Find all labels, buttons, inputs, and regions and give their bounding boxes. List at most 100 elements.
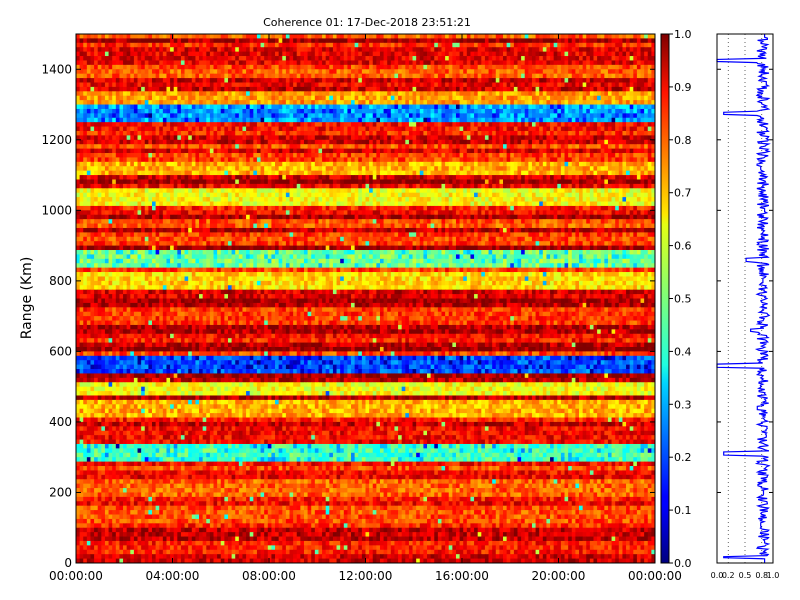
heatmap-cell	[647, 130, 652, 136]
heatmap-cell	[119, 166, 124, 172]
heatmap-cell	[579, 108, 584, 114]
heatmap-cell	[285, 157, 290, 163]
heatmap-cell	[416, 56, 421, 61]
heatmap-cell	[474, 47, 479, 53]
heatmap-cell	[437, 113, 442, 119]
heatmap-cell	[340, 73, 345, 79]
heatmap-cell	[571, 73, 576, 79]
heatmap-cell	[586, 100, 591, 105]
heatmap-cell	[238, 34, 243, 39]
heatmap-cell	[568, 130, 573, 136]
heatmap-cell	[162, 130, 167, 136]
heatmap-cell	[372, 73, 377, 79]
heatmap-cell	[618, 144, 623, 150]
heatmap-cell	[289, 78, 294, 83]
heatmap-cell	[611, 42, 616, 48]
heatmap-cell	[76, 153, 81, 158]
heatmap-cell	[256, 148, 261, 154]
heatmap-cell	[499, 42, 504, 48]
heatmap-cell	[372, 64, 377, 70]
heatmap-cell	[220, 69, 225, 75]
heatmap-cell	[550, 86, 555, 92]
heatmap-cell	[206, 78, 211, 83]
heatmap-cell	[575, 122, 580, 127]
heatmap-cell	[416, 126, 421, 132]
heatmap-cell	[76, 86, 81, 92]
heatmap-cell	[372, 117, 377, 123]
heatmap-cell	[387, 166, 392, 172]
heatmap-cell	[217, 104, 222, 110]
heatmap-cell	[506, 122, 511, 127]
heatmap-cell	[510, 38, 515, 44]
heatmap-cell	[343, 153, 348, 158]
heatmap-cell	[199, 157, 204, 163]
heatmap-cell	[141, 166, 146, 172]
heatmap-cell	[524, 135, 529, 141]
heatmap-cell	[640, 144, 645, 150]
heatmap-cell	[249, 126, 254, 132]
heatmap-cell	[582, 144, 587, 150]
heatmap-cell	[246, 166, 251, 172]
heatmap-cell	[448, 113, 453, 119]
heatmap-cell	[651, 56, 656, 61]
heatmap-cell	[253, 113, 258, 119]
heatmap-cell	[296, 78, 301, 83]
heatmap-cell	[441, 95, 446, 101]
heatmap-cell	[115, 86, 120, 92]
heatmap-cell	[141, 108, 146, 114]
heatmap-cell	[477, 47, 482, 53]
heatmap-cell	[383, 73, 388, 79]
heatmap-cell	[123, 157, 128, 163]
heatmap-cell	[474, 69, 479, 75]
heatmap-cell	[560, 157, 565, 163]
heatmap-cell	[597, 69, 602, 75]
heatmap-cell	[437, 91, 442, 97]
heatmap-cell	[636, 47, 641, 53]
heatmap-cell	[372, 161, 377, 167]
heatmap-cell	[249, 166, 254, 172]
heatmap-cell	[553, 86, 558, 92]
heatmap-cell	[492, 78, 497, 83]
heatmap-cell	[615, 144, 620, 150]
heatmap-cell	[546, 104, 551, 110]
heatmap-cell	[119, 51, 124, 57]
heatmap-cell	[452, 130, 457, 136]
heatmap-cell	[123, 108, 128, 114]
heatmap-cell	[358, 60, 363, 66]
heatmap-cell	[101, 47, 106, 53]
heatmap-cell	[376, 78, 381, 83]
heatmap-cell	[278, 113, 283, 119]
heatmap-cell	[289, 157, 294, 163]
heatmap-cell	[166, 161, 171, 167]
heatmap-cell	[477, 82, 482, 88]
heatmap-cell	[365, 86, 370, 92]
heatmap-cell	[235, 135, 240, 141]
heatmap-cell	[220, 139, 225, 145]
heatmap-cell	[191, 166, 196, 172]
heatmap-cell	[539, 38, 544, 44]
heatmap-cell	[513, 82, 518, 88]
heatmap-cell	[531, 47, 536, 53]
heatmap-cell	[484, 69, 489, 75]
heatmap-cell	[394, 100, 399, 105]
heatmap-cell	[278, 34, 283, 39]
heatmap-cell	[151, 126, 157, 132]
heatmap-cell	[358, 139, 363, 145]
heatmap-cell	[589, 95, 594, 101]
heatmap-cell	[560, 73, 565, 79]
heatmap-cell	[405, 73, 410, 79]
heatmap-cell	[600, 47, 605, 53]
heatmap-cell	[303, 73, 308, 79]
heatmap-cell	[130, 157, 135, 163]
heatmap-cell	[597, 100, 602, 105]
heatmap-cell	[401, 135, 406, 141]
heatmap-cell	[184, 91, 189, 97]
heatmap-cell	[213, 60, 218, 66]
heatmap-cell	[521, 104, 526, 110]
heatmap-cell	[162, 78, 167, 83]
heatmap-cell	[579, 42, 584, 48]
heatmap-cell	[615, 117, 620, 123]
heatmap-cell	[220, 113, 225, 119]
heatmap-cell	[441, 148, 446, 154]
heatmap-cell	[235, 161, 240, 167]
